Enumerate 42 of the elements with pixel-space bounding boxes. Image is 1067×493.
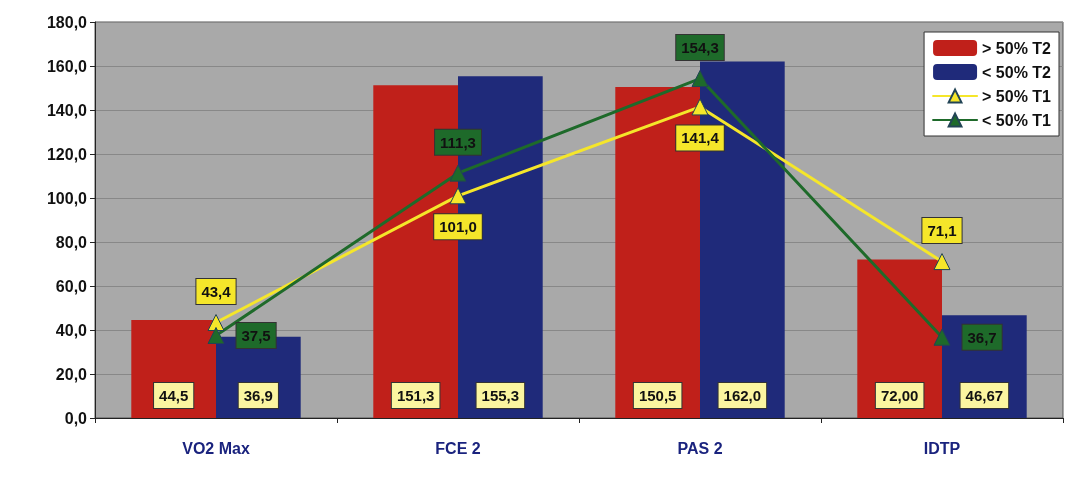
x-tick-label: FCE 2 [435,439,481,457]
data-label: 46,67 [965,387,1004,404]
data-label: 43,4 [201,283,232,301]
data-label: 150,5 [638,387,677,404]
x-tick-label: IDTP [923,439,961,457]
data-label: 44,5 [159,387,189,404]
point [449,164,467,182]
x-tick-label: VO2 Max [182,439,250,457]
data-label: 71,1 [927,222,957,240]
data-label: 101,0 [439,218,477,236]
legend-label: < 50% T1 [982,111,1052,129]
data-label: 151,3 [396,387,435,404]
legend-label: < 50% T2 [982,63,1052,81]
y-tick-label: 20,0 [55,365,88,383]
y-tick-label: 100,0 [46,189,88,207]
y-tick-label: 40,0 [55,321,88,339]
point [449,187,467,205]
legend-label: > 50% T1 [982,87,1052,105]
data-label: 155,3 [481,387,520,404]
point [691,70,709,88]
y-tick-label: 180,0 [46,13,88,31]
x-tick-label: PAS 2 [677,439,723,457]
data-label: 36,7 [967,328,997,346]
data-label: 36,9 [243,387,273,404]
data-label: 37,5 [241,327,271,344]
y-tick-label: 160,0 [46,57,88,75]
data-label: 111,3 [440,133,476,151]
legend-label: > 50% T2 [982,39,1052,57]
y-tick-label: 60,0 [55,277,88,295]
y-tick-label: 0,0 [64,409,88,427]
data-label: 141,4 [681,129,720,147]
point [691,98,709,116]
point [933,253,951,271]
data-label: 154,3 [681,39,719,57]
point [207,314,225,332]
y-tick-label: 120,0 [46,145,88,163]
data-label: 162,0 [723,387,762,404]
y-tick-label: 80,0 [55,233,88,251]
point [207,327,225,344]
y-tick-label: 140,0 [46,101,88,119]
point [933,328,951,346]
data-label: 72,00 [880,387,919,404]
